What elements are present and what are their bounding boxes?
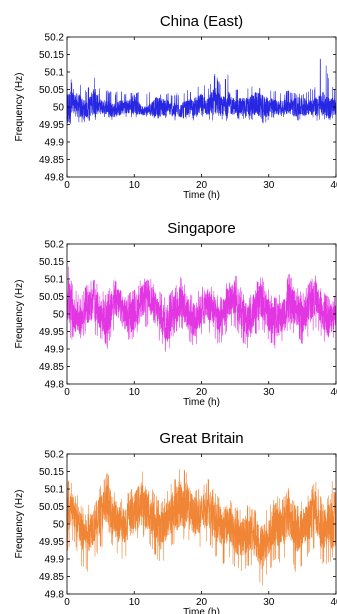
- x-axis-label: Time (h): [183, 190, 220, 201]
- x-tick-label: 30: [263, 387, 275, 398]
- chart-title: Singapore: [167, 220, 235, 237]
- y-tick-label: 49.8: [45, 590, 65, 601]
- y-tick-label: 49.95: [39, 120, 64, 131]
- y-tick-label: 50.2: [45, 240, 65, 251]
- chart-panel-2: Singapore49.849.8549.949.955050.0550.150…: [14, 220, 337, 408]
- y-tick-label: 50.2: [45, 33, 65, 44]
- y-tick-label: 50.1: [45, 485, 65, 496]
- y-tick-label: 50.15: [39, 257, 64, 268]
- y-tick-label: 50.05: [39, 292, 64, 303]
- y-tick-label: 49.9: [45, 555, 65, 566]
- y-tick-label: 50.1: [45, 275, 65, 286]
- x-tick-label: 0: [64, 597, 70, 608]
- x-axis-label: Time (h): [183, 397, 220, 408]
- x-tick-label: 40: [330, 387, 337, 398]
- chart-panel-1: China (East) 49.8 49.85 49.9 49.95 50 50.05 50.…: [14, 13, 337, 201]
- y-tick-label: 50.2: [45, 450, 65, 461]
- y-axis-label: Frequency (Hz): [14, 490, 25, 559]
- series-line: [66, 266, 337, 352]
- x-tick-label: 10: [129, 597, 141, 608]
- y-tick-label: 49.9: [45, 345, 65, 356]
- y-tick-label: 50.15: [39, 50, 64, 61]
- series-line: [66, 469, 337, 586]
- y-tick-label: 49.8: [45, 173, 65, 184]
- x-tick-label: 10: [129, 387, 141, 398]
- x-tick-label: 20: [196, 180, 208, 191]
- y-axis-label: Frequency (Hz): [14, 280, 25, 349]
- y-tick-label: 50.05: [39, 85, 64, 96]
- series-line: [66, 58, 337, 124]
- y-tick-label: 50.15: [39, 467, 64, 478]
- x-tick-label: 30: [263, 597, 275, 608]
- y-tick-label: 49.85: [39, 155, 64, 166]
- x-tick-label: 40: [330, 597, 337, 608]
- y-tick-label: 49.95: [39, 327, 64, 338]
- x-tick-label: 40: [330, 180, 337, 191]
- x-tick-label: 10: [129, 180, 141, 191]
- y-tick-label: 49.95: [39, 537, 64, 548]
- chart-panel-3: Great Britain 49.8 49.85 49.9 49.95 50 50.05 50…: [14, 430, 337, 614]
- y-tick-label: 50: [53, 310, 65, 321]
- x-tick-label: 30: [263, 180, 275, 191]
- chart-title: China (East): [160, 13, 243, 30]
- y-tick-label: 50.1: [45, 68, 65, 79]
- y-axis-label: Frequency (Hz): [14, 73, 25, 142]
- y-tick-label: 49.85: [39, 572, 64, 583]
- x-axis-label: Time (h): [183, 607, 220, 614]
- chart-title: Great Britain: [159, 430, 243, 447]
- y-tick-label: 50: [53, 520, 65, 531]
- y-tick-label: 49.9: [45, 138, 65, 149]
- x-tick-label: 20: [196, 387, 208, 398]
- y-tick-label: 50.05: [39, 502, 64, 513]
- y-tick-label: 49.85: [39, 362, 64, 373]
- x-tick-label: 0: [64, 387, 70, 398]
- y-tick-label: 49.8: [45, 380, 65, 391]
- y-tick-label: 50: [53, 103, 65, 114]
- x-tick-label: 0: [64, 180, 70, 191]
- x-tick-label: 20: [196, 597, 208, 608]
